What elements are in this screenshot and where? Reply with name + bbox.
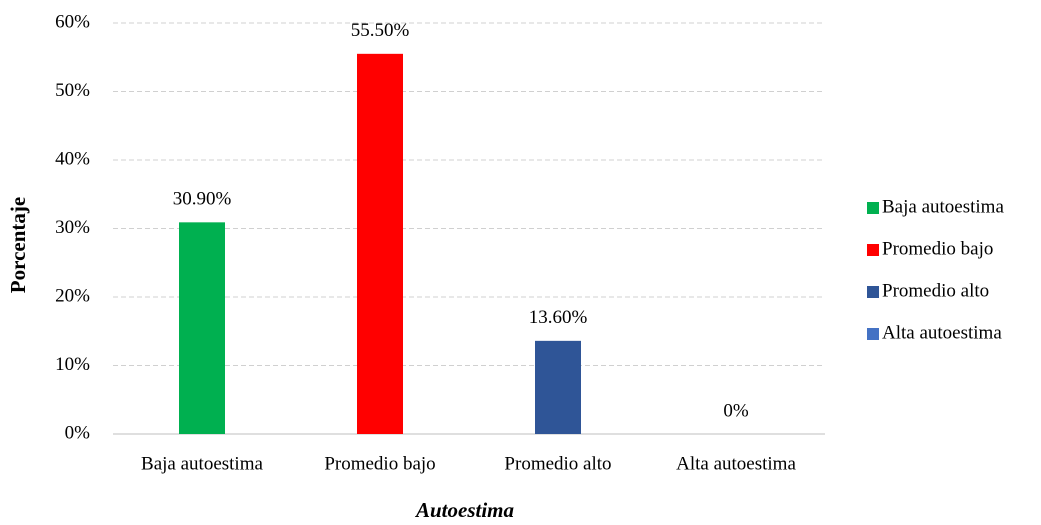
value-label: 0% <box>723 400 749 421</box>
legend-swatch <box>867 202 879 214</box>
x-tick-label: Baja autoestima <box>141 453 263 474</box>
y-tick-label: 50% <box>55 80 90 101</box>
legend-swatch <box>867 244 879 256</box>
bar <box>357 53 403 434</box>
y-tick-label: 60% <box>55 11 90 32</box>
y-tick-label: 0% <box>65 422 91 443</box>
bar <box>179 222 225 434</box>
value-label: 13.60% <box>529 307 588 328</box>
value-label: 30.90% <box>173 189 232 210</box>
value-label: 55.50% <box>351 20 410 41</box>
y-axis-title: Porcentaje <box>6 197 30 293</box>
y-tick-label: 20% <box>55 285 90 306</box>
x-tick-label: Promedio bajo <box>324 453 435 474</box>
x-tick-label: Alta autoestima <box>676 453 796 474</box>
legend-swatch <box>867 286 879 298</box>
bar <box>535 340 581 434</box>
y-tick-label: 10% <box>55 354 90 375</box>
y-tick-label: 40% <box>55 148 90 169</box>
legend-label: Baja autoestima <box>882 196 1004 217</box>
legend-swatch <box>867 328 879 340</box>
y-tick-label: 30% <box>55 217 90 238</box>
legend-label: Alta autoestima <box>882 322 1002 343</box>
x-tick-label: Promedio alto <box>504 453 611 474</box>
x-axis-title: Autoestima <box>414 498 514 522</box>
legend-label: Promedio bajo <box>882 238 993 259</box>
legend-label: Promedio alto <box>882 280 989 301</box>
